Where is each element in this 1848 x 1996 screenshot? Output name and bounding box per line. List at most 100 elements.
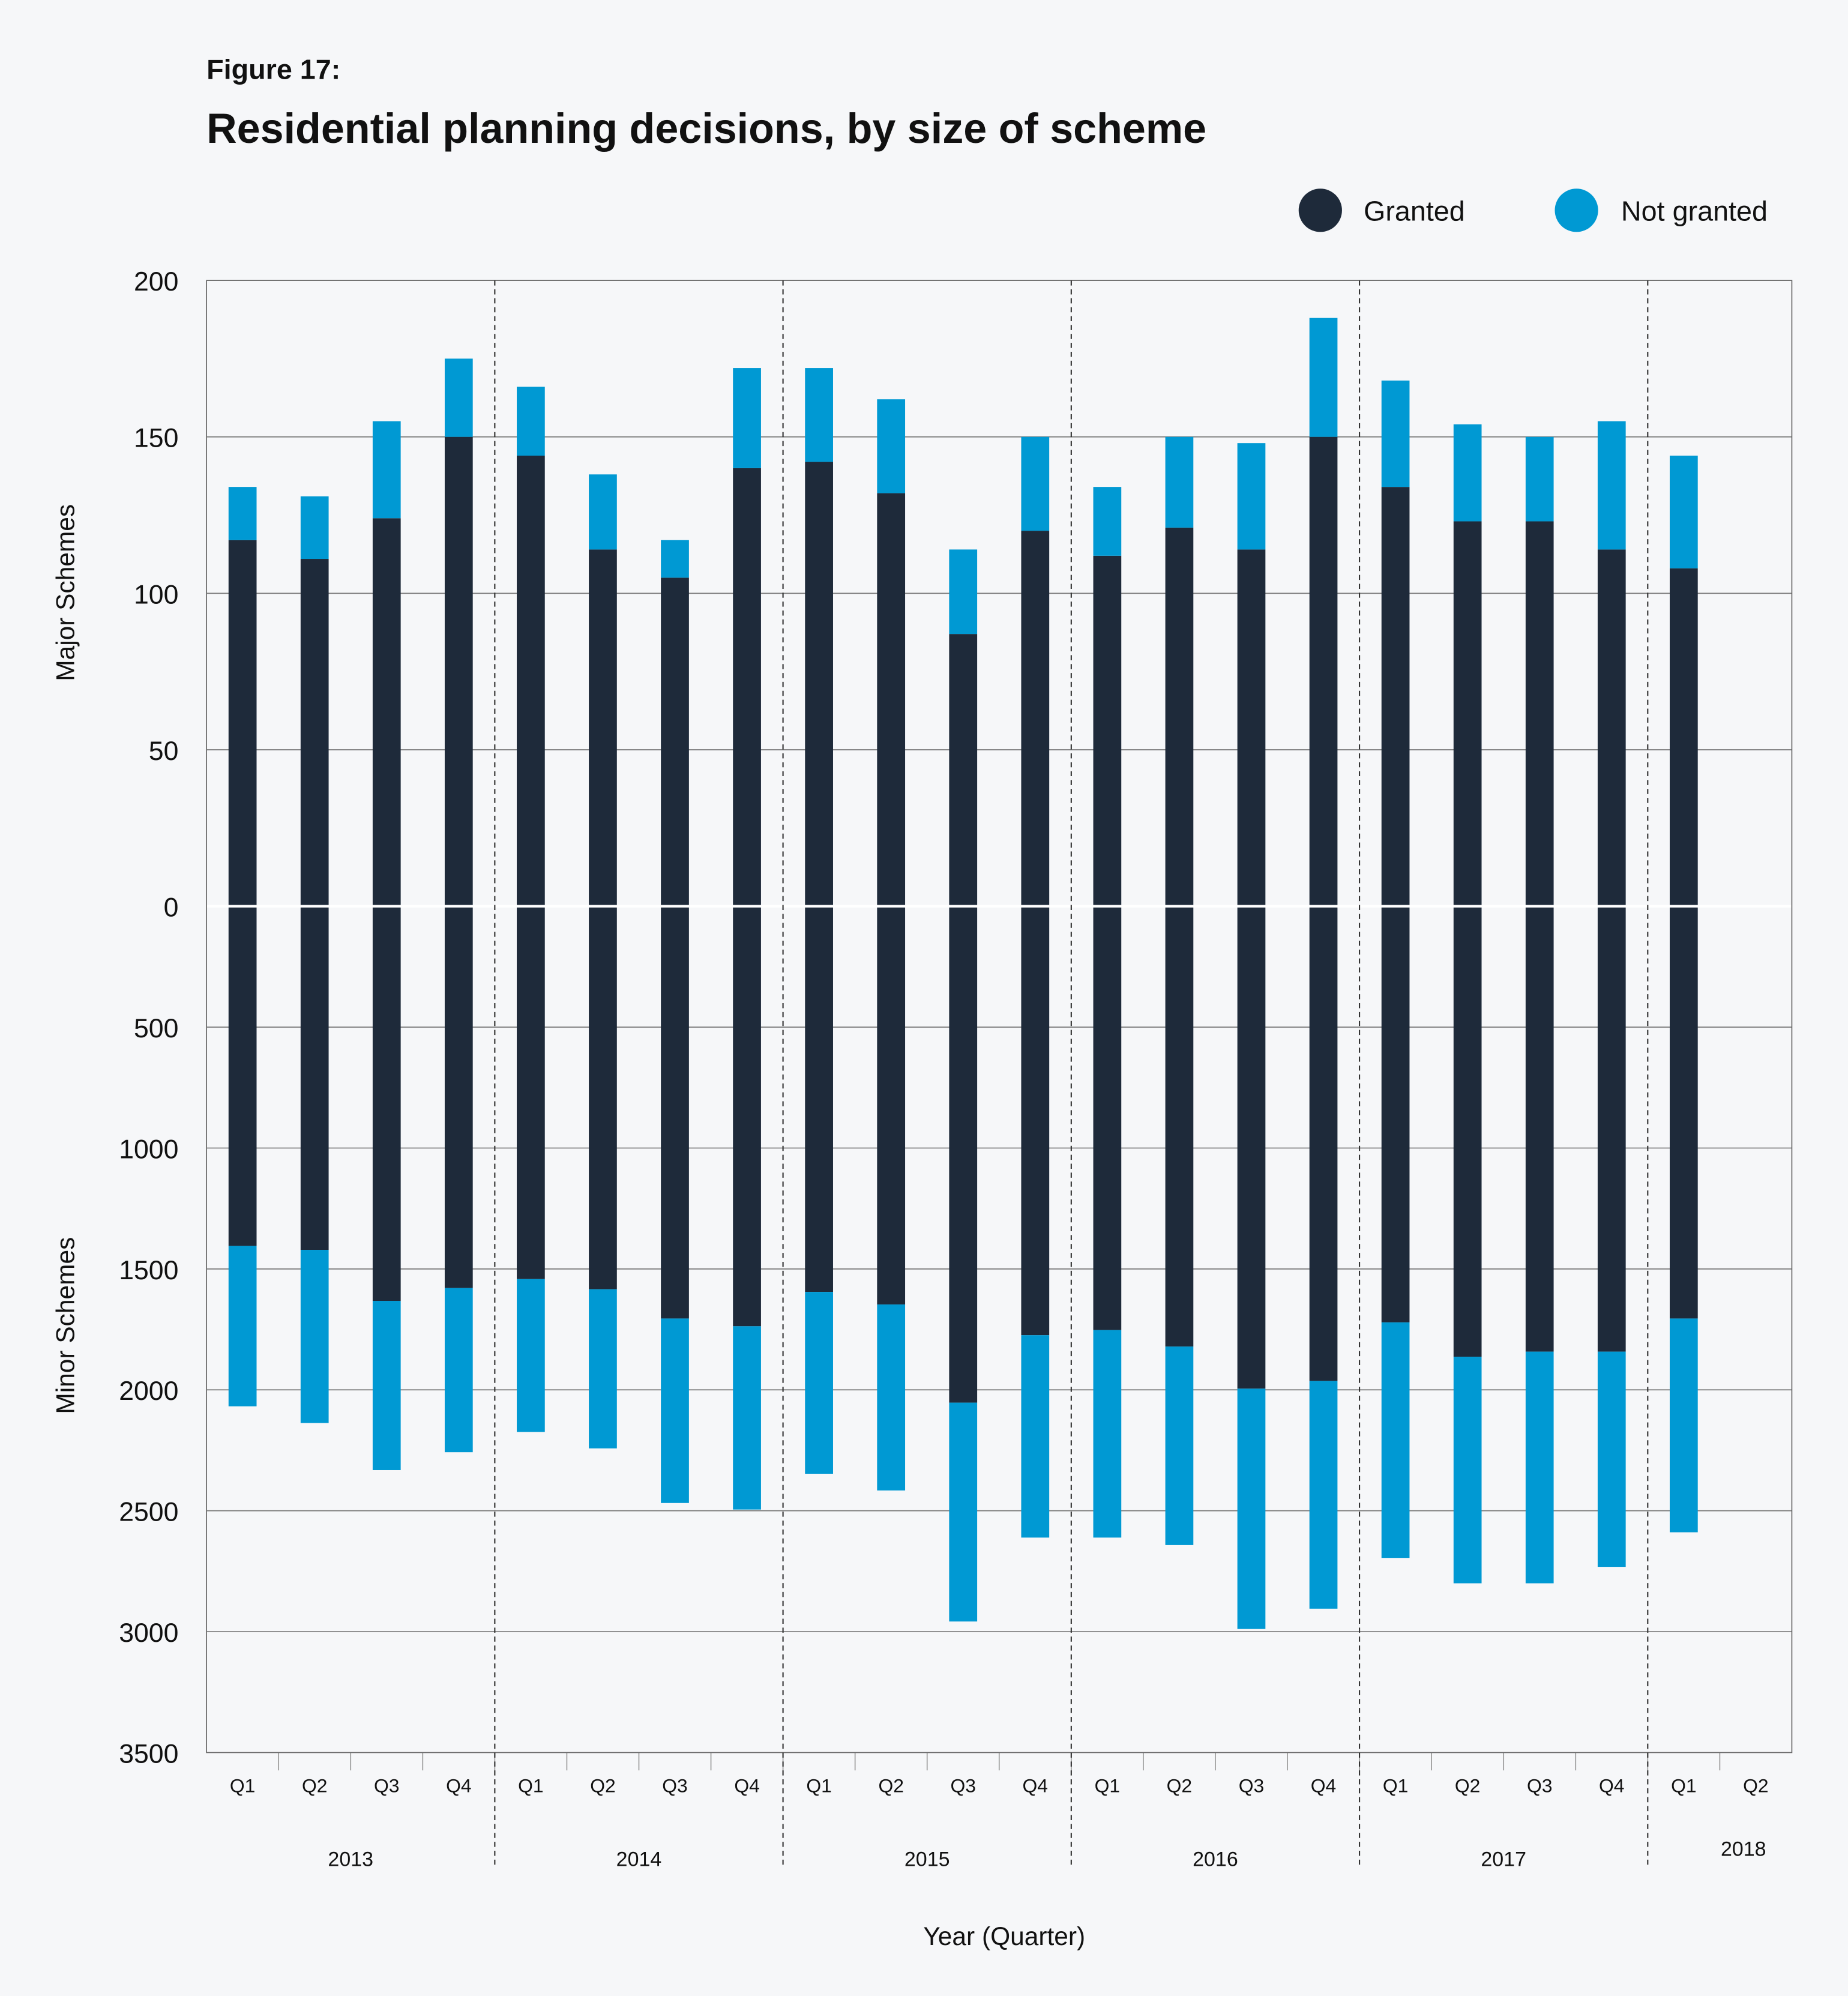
bar-major-not-granted <box>228 487 257 540</box>
bar-major-not-granted <box>300 496 329 559</box>
bar-major-not-granted <box>1525 436 1554 522</box>
year-label: 2017 <box>1481 1848 1526 1871</box>
bar-major-granted <box>661 577 689 906</box>
bar-major-not-granted <box>949 549 978 635</box>
x-tick-label: Q1 <box>1671 1774 1696 1796</box>
y-tick-label-major: 100 <box>134 580 178 609</box>
bar-minor-granted <box>517 906 545 1279</box>
bar-minor-granted <box>444 906 473 1288</box>
bar-minor-not-granted <box>805 1292 833 1474</box>
bar-minor-granted <box>228 906 257 1246</box>
bar-minor-not-granted <box>661 1318 689 1503</box>
bar-major-not-granted <box>589 474 617 550</box>
x-tick-label: Q3 <box>1527 1774 1552 1796</box>
x-tick-label: Q1 <box>1383 1774 1408 1796</box>
y-tick-label-minor: 3500 <box>119 1739 178 1768</box>
bar-major-granted <box>1165 527 1194 906</box>
bar-major-granted <box>1597 549 1626 906</box>
bar-major-not-granted <box>877 399 906 493</box>
bar-minor-not-granted <box>1669 1318 1698 1533</box>
bar-major-not-granted <box>805 368 833 462</box>
bar-minor-not-granted <box>1309 1381 1338 1609</box>
axes: 200150100500500100015002000250030003500Q… <box>119 267 1793 1871</box>
bar-major-granted <box>1453 521 1482 906</box>
bar-major-not-granted <box>1093 487 1122 556</box>
bar-major-not-granted <box>1165 436 1194 528</box>
bar-minor-granted <box>1669 906 1698 1319</box>
bar-minor-granted <box>1237 906 1266 1389</box>
bar-minor-not-granted <box>1597 1351 1626 1567</box>
bar-major-granted <box>1669 568 1698 906</box>
bar-major-granted <box>228 540 257 906</box>
x-tick-label: Q2 <box>302 1774 327 1796</box>
bar-major-granted <box>444 436 473 906</box>
bar-major-not-granted <box>1381 380 1410 487</box>
bar-major-not-granted <box>1453 424 1482 522</box>
bar-major-not-granted <box>1309 318 1338 437</box>
bar-major-granted <box>589 549 617 906</box>
bar-major-granted <box>1381 487 1410 906</box>
bar-major-not-granted <box>444 358 473 437</box>
x-tick-label: Q2 <box>590 1774 615 1796</box>
legend-swatch-not-granted <box>1555 188 1598 232</box>
x-tick-label: Q1 <box>230 1774 255 1796</box>
x-tick-label: Q4 <box>1023 1774 1048 1796</box>
bar-major-not-granted <box>1669 456 1698 568</box>
bar-major-not-granted <box>661 540 689 578</box>
bar-minor-not-granted <box>1453 1357 1482 1584</box>
x-axis-label: Year (Quarter) <box>923 1922 1085 1950</box>
x-tick-label: Q3 <box>951 1774 976 1796</box>
x-tick-label: Q2 <box>1743 1774 1768 1796</box>
bar-major-not-granted <box>1597 421 1626 550</box>
year-label: 2013 <box>328 1848 373 1871</box>
legend-label-not-granted: Not granted <box>1621 195 1768 226</box>
bar-minor-not-granted <box>1381 1322 1410 1558</box>
y-tick-label-major: 0 <box>164 893 179 923</box>
y-tick-label-minor: 2000 <box>119 1376 178 1406</box>
y-tick-label-minor: 2500 <box>119 1498 178 1527</box>
x-tick-label: Q4 <box>1311 1774 1336 1796</box>
bar-minor-granted <box>589 906 617 1289</box>
year-label: 2014 <box>616 1848 662 1871</box>
bar-minor-not-granted <box>1021 1335 1050 1538</box>
bar-major-granted <box>949 634 978 906</box>
bar-minor-granted <box>1525 906 1554 1352</box>
bar-major-granted <box>1309 436 1338 906</box>
bar-major-granted <box>1525 521 1554 906</box>
bar-minor-not-granted <box>733 1326 761 1510</box>
x-tick-label: Q4 <box>734 1774 759 1796</box>
legend-swatch-granted <box>1298 188 1342 232</box>
x-tick-label: Q3 <box>374 1774 399 1796</box>
y-tick-label-minor: 3000 <box>119 1618 178 1648</box>
plot-frame <box>206 280 1793 1753</box>
year-label: 2016 <box>1193 1848 1238 1871</box>
x-tick-label: Q3 <box>662 1774 687 1796</box>
x-tick-label: Q1 <box>518 1774 543 1796</box>
bar-minor-not-granted <box>589 1289 617 1449</box>
bar-minor-not-granted <box>1093 1330 1122 1538</box>
bar-major-not-granted <box>1021 436 1050 531</box>
chart-title: Residential planning decisions, by size … <box>206 105 1206 152</box>
bar-minor-granted <box>661 906 689 1319</box>
bar-minor-granted <box>372 906 401 1301</box>
bar-major-granted <box>1237 549 1266 906</box>
bar-major-not-granted <box>733 368 761 468</box>
legend: Granted Not granted <box>1298 188 1768 232</box>
bar-minor-not-granted <box>949 1402 978 1622</box>
year-label: 2018 <box>1721 1838 1766 1860</box>
bar-major-granted <box>805 462 833 906</box>
bar-major-granted <box>517 456 545 906</box>
figure-label: Figure 17: <box>206 54 340 85</box>
y-tick-label-minor: 1000 <box>119 1135 178 1164</box>
bar-minor-granted <box>1381 906 1410 1322</box>
x-tick-label: Q2 <box>878 1774 903 1796</box>
x-tick-label: Q4 <box>1599 1774 1624 1796</box>
bar-minor-not-granted <box>1525 1351 1554 1584</box>
x-tick-label: Q2 <box>1455 1774 1480 1796</box>
y-tick-label-major: 200 <box>134 267 178 297</box>
y-tick-label-minor: 1500 <box>119 1256 178 1285</box>
bar-minor-not-granted <box>300 1250 329 1423</box>
bar-major-not-granted <box>1237 443 1266 550</box>
